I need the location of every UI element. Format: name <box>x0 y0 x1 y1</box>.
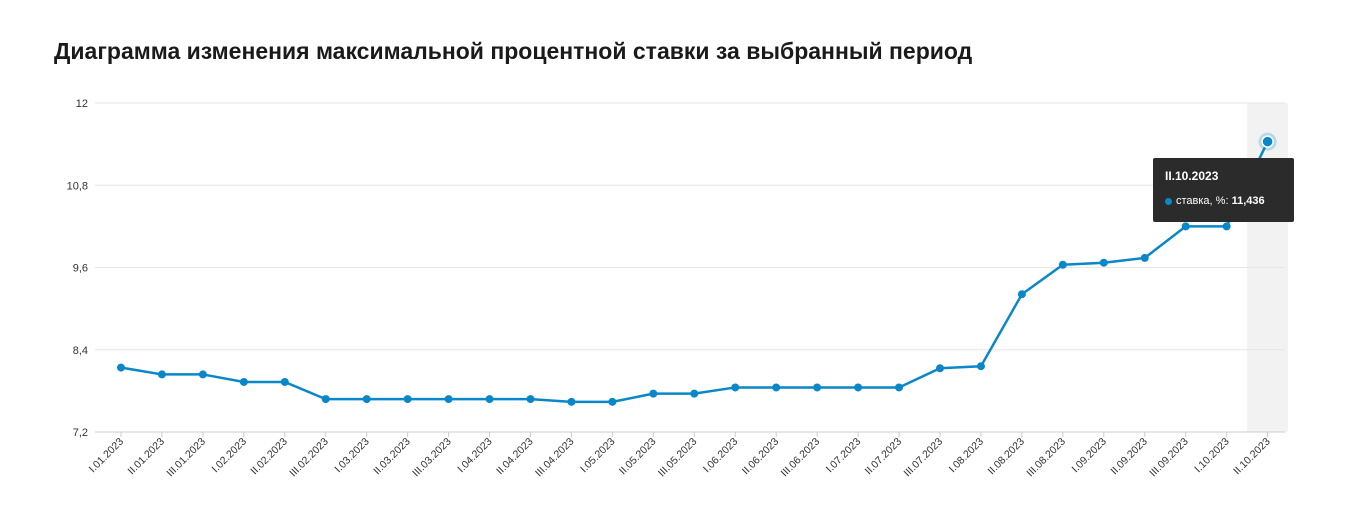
y-tick-label: 7,2 <box>73 427 88 439</box>
y-tick-label: 9,6 <box>73 263 88 275</box>
x-tick-label: I.05.2023 <box>578 436 618 476</box>
x-tick-label: I.02.2023 <box>210 436 250 476</box>
tooltip-value: 11,436 <box>1231 195 1265 207</box>
data-point <box>321 395 330 404</box>
data-point <box>813 383 822 392</box>
x-tick-label: III.01.2023 <box>164 436 208 480</box>
data-point <box>1099 258 1108 267</box>
x-tick-label: III.05.2023 <box>656 436 700 480</box>
x-tick-label: II.06.2023 <box>740 436 782 478</box>
x-tick-label: III.09.2023 <box>1147 436 1191 480</box>
x-tick-label: III.08.2023 <box>1024 436 1068 480</box>
data-point <box>280 377 289 386</box>
data-point <box>854 383 863 392</box>
series-rate <box>117 132 1277 406</box>
y-tick-label: 10,8 <box>67 180 88 192</box>
y-axis: 7,2 8,4 9,6 10,8 12 <box>67 98 88 439</box>
x-tick-label: II.03.2023 <box>371 436 413 478</box>
x-tick-label: I.04.2023 <box>455 436 495 476</box>
data-point <box>198 370 207 379</box>
data-point <box>1222 222 1231 231</box>
y-tick-label: 8,4 <box>73 345 88 357</box>
x-tick-label: I.09.2023 <box>1069 436 1109 476</box>
x-tick-label: III.02.2023 <box>287 436 331 480</box>
x-tick-label: I.01.2023 <box>87 436 127 476</box>
x-tick-label: II.07.2023 <box>863 436 905 478</box>
x-tick-label: II.01.2023 <box>126 436 168 478</box>
x-tick-label: III.03.2023 <box>410 436 454 480</box>
data-point <box>485 395 494 404</box>
data-point <box>362 395 371 404</box>
data-point <box>1058 260 1067 269</box>
x-tick-label: II.09.2023 <box>1108 436 1150 478</box>
tooltip-series-label: ставка, %: <box>1176 195 1229 207</box>
x-tick-label: II.02.2023 <box>248 436 290 478</box>
x-tick-label: I.03.2023 <box>332 436 372 476</box>
x-tick-label: I.10.2023 <box>1192 436 1232 476</box>
chart-tooltip: II.10.2023 ставка, %: 11,436 <box>1153 158 1294 222</box>
data-point <box>526 395 535 404</box>
data-point <box>936 364 944 373</box>
data-point <box>117 363 125 372</box>
data-point <box>731 383 740 392</box>
x-tick-label: I.07.2023 <box>824 436 864 476</box>
data-point <box>690 389 699 398</box>
x-tick-label: II.10.2023 <box>1231 436 1273 478</box>
data-point <box>976 362 985 371</box>
tooltip-date: II.10.2023 <box>1165 169 1219 183</box>
series-line <box>120 141 1269 404</box>
data-point <box>567 397 576 406</box>
x-tick-label: II.08.2023 <box>986 436 1028 478</box>
data-point <box>444 395 453 404</box>
grid-lines <box>95 102 1285 433</box>
data-point <box>1017 290 1026 299</box>
y-tick-label: 12 <box>76 98 88 110</box>
x-tick-label: II.04.2023 <box>494 436 536 478</box>
data-point <box>649 389 658 398</box>
chart-title: Диаграмма изменения максимальной процент… <box>54 38 973 64</box>
data-point <box>403 395 412 404</box>
data-point <box>772 383 781 392</box>
x-tick-label: III.07.2023 <box>902 436 946 480</box>
data-point <box>239 377 248 386</box>
x-tick-label: III.04.2023 <box>533 436 577 480</box>
data-point <box>895 383 904 392</box>
x-tick-label: I.08.2023 <box>947 436 987 476</box>
data-point <box>608 397 617 406</box>
x-tick-label: I.06.2023 <box>701 436 741 476</box>
tooltip-row: ставка, %: 11,436 <box>1165 195 1282 207</box>
series-marker-icon <box>1165 197 1172 205</box>
data-point <box>1140 253 1149 262</box>
data-point <box>1181 222 1190 231</box>
data-point <box>157 370 166 379</box>
data-point-active <box>1261 135 1274 148</box>
x-tick-label: II.05.2023 <box>617 436 659 478</box>
x-tick-label: III.06.2023 <box>779 436 823 480</box>
